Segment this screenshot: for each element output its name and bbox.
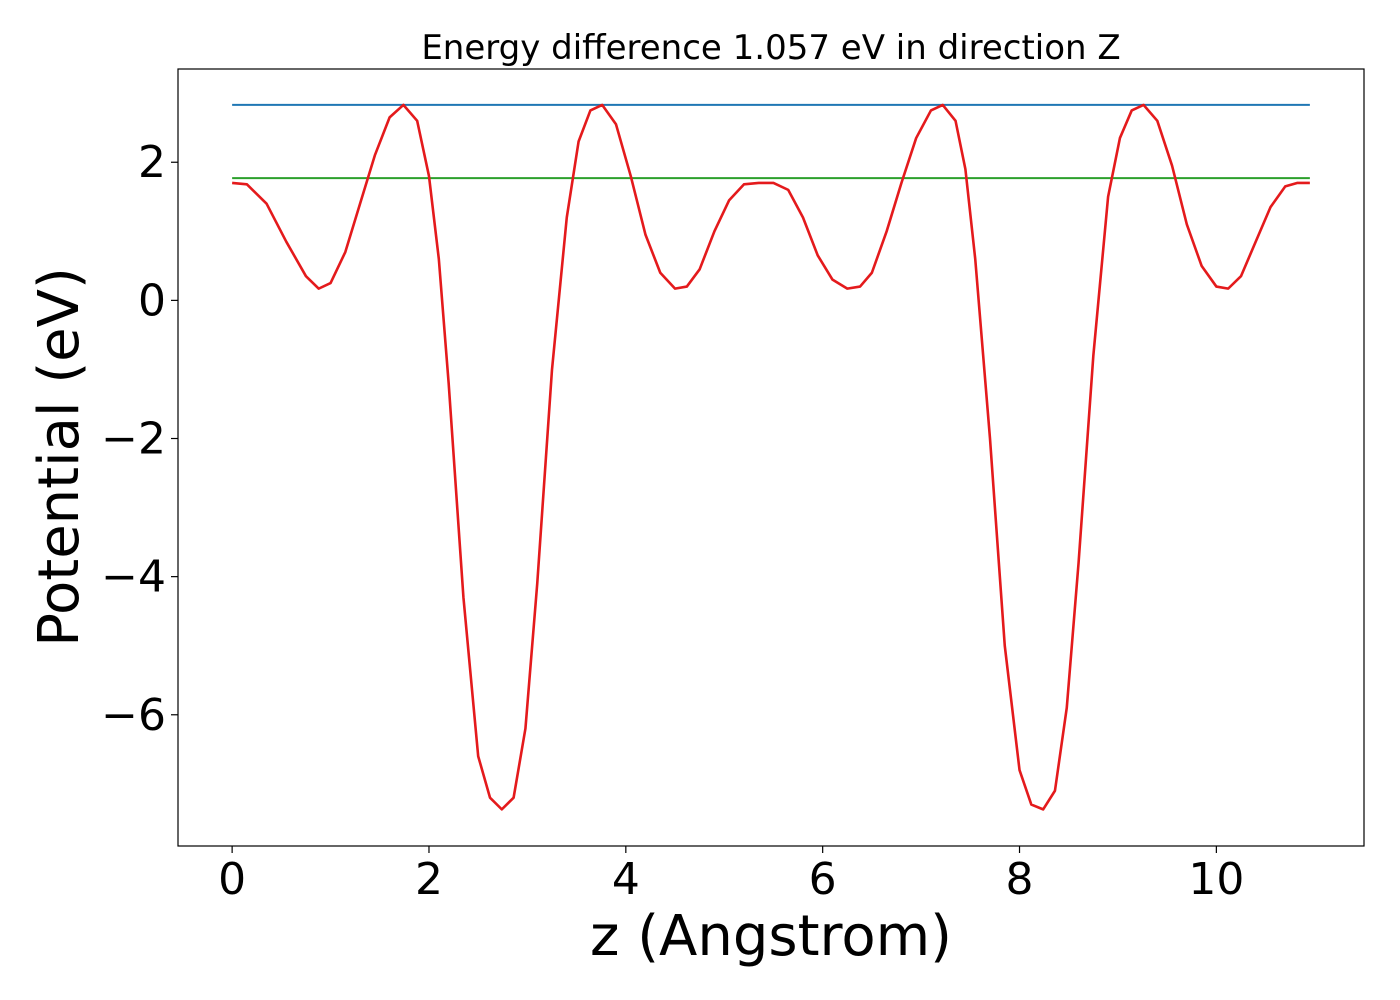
- series-layer: [232, 103, 1310, 811]
- y-tick-label: 0: [138, 275, 166, 326]
- x-tick-label: 8: [1006, 854, 1034, 905]
- x-tick-label: 0: [218, 854, 246, 905]
- chart-title: Energy difference 1.057 eV in direction …: [421, 28, 1120, 68]
- plot-area-frame: [177, 68, 1365, 847]
- y-axis-label: Potential (eV): [27, 267, 92, 647]
- y-tick-label: −2: [101, 414, 166, 465]
- x-tick-label: 4: [612, 854, 640, 905]
- potential-curve: [232, 103, 1310, 811]
- x-tick-label: 6: [809, 854, 837, 905]
- y-tick-label: 2: [138, 137, 166, 188]
- y-tick-label: −6: [101, 690, 166, 741]
- y-axis-ticks: −6 −4 −2 0 2: [101, 137, 178, 741]
- x-axis-ticks: 0 2 4 6 8 10: [218, 846, 1244, 905]
- x-tick-label: 2: [415, 854, 443, 905]
- x-axis-label: z (Angstrom): [590, 904, 952, 969]
- y-tick-label: −4: [101, 552, 166, 603]
- x-tick-label: 10: [1188, 854, 1244, 905]
